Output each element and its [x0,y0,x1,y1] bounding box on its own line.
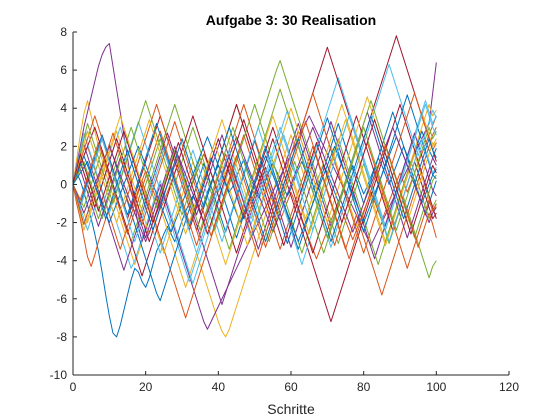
x-tick-label: 100 [426,380,446,394]
series-line-18 [72,111,437,250]
y-tick-label: -6 [56,292,67,306]
y-tick-label: -8 [56,330,67,344]
series-line-29 [72,115,437,243]
series-layer [72,35,437,338]
chart-title: Aufgabe 3: 30 Realisation [206,12,376,28]
y-tick-label: -10 [50,368,68,382]
x-axis-title: Schritte [267,401,315,417]
series-line-25 [72,126,437,243]
series-line-12 [72,103,437,265]
y-tick-label: -4 [56,254,67,268]
y-tick-label: 4 [60,101,67,115]
x-tick-label: 60 [284,380,298,394]
x-tick-label: 20 [139,380,153,394]
series-line-6 [72,77,437,285]
x-tick-label: 40 [212,380,226,394]
series-line-11 [72,121,437,305]
y-tick-label: 2 [60,139,67,153]
series-line-28 [72,119,437,246]
y-tick-label: 6 [60,63,67,77]
tick-layer: 0 20 40 60 80 100 120 -10 -8 -6 -4 -2 0 2 4 6 8 [50,25,520,394]
y-tick-label: 0 [60,177,67,191]
series-line-26 [72,126,437,254]
series-line-23 [72,130,437,269]
y-tick-label: 8 [60,25,67,39]
x-tick-label: 80 [357,380,371,394]
x-tick-label: 0 [70,380,77,394]
series-line-15 [72,94,437,302]
series-line-30 [72,121,437,260]
series-line-2 [72,115,437,267]
plot-area [73,32,509,375]
x-tick-label: 120 [499,380,519,394]
y-tick-label: -2 [56,216,67,230]
series-line-19 [72,88,437,250]
